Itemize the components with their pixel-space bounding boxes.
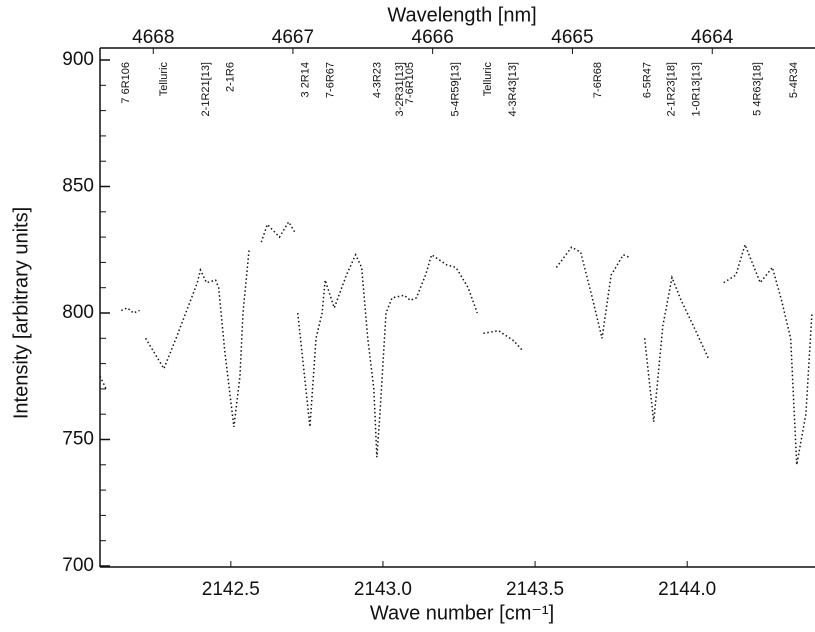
line-annotation: 2-1R23[18] [666,62,678,116]
line-annotation: 4-3R23 [371,62,383,98]
x2-tick-label: 4664 [691,27,734,48]
line-annotation: 2-1R6 [225,62,237,92]
line-annotation: 2-1R21[13] [200,62,212,116]
x-tick-label: 2143.5 [506,579,564,600]
top-axis-title: Wavelength [nm] [387,4,536,26]
line-annotation: 5-4R59[13] [449,62,461,116]
line-annotation: 4-3R43[13] [507,62,519,116]
x-tick-label: 2144.0 [658,579,716,600]
x2-tick-label: 4667 [272,27,314,48]
line-annotation: 3 2R14 [300,62,312,97]
line-annotation: 1-0R13[13] [691,62,703,116]
x-tick-label: 2142.5 [202,579,260,600]
line-annotation: 7 6R106 [120,62,132,104]
line-annotation: 5-4R34 [788,62,800,98]
y-tick-label: 700 [62,555,94,576]
line-annotation: 7-6R105 [404,62,416,104]
y-tick-label: 850 [62,176,94,197]
x-axis-title: Wave number [cm⁻¹] [370,602,554,624]
y-tick-label: 800 [62,302,94,323]
x-tick-label: 2143.0 [354,579,412,600]
line-annotation: 7-6R68 [592,62,604,98]
line-annotation: Telluric [482,62,494,97]
y-tick-label: 900 [62,49,94,70]
x2-tick-label: 4666 [412,27,454,48]
x2-tick-label: 4668 [132,27,174,48]
line-annotation: 7-6R67 [325,62,337,98]
y-axis-title: Intensity [arbitrary units] [10,207,32,419]
line-annotation: Telluric [158,62,170,97]
line-annotation: 3-2R31[13] [394,62,406,116]
x2-tick-label: 4665 [551,27,593,48]
line-annotation: 6-5R47 [642,62,654,98]
line-annotation: 5 4R63[18] [751,62,763,116]
spectrum-line [99,220,813,465]
y-tick-label: 750 [62,429,94,450]
